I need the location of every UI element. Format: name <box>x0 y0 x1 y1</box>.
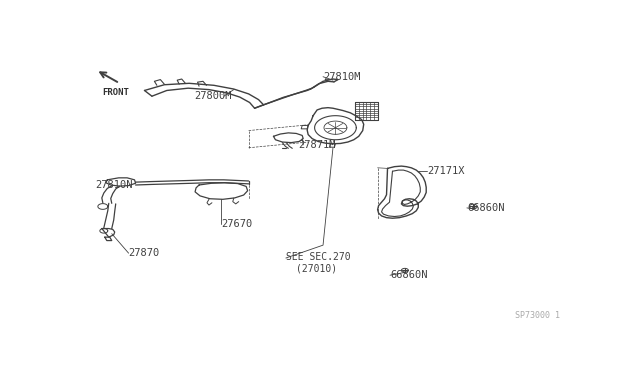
Text: 27171X: 27171X <box>428 166 465 176</box>
Text: FRONT: FRONT <box>102 87 129 97</box>
Text: 27670: 27670 <box>221 219 253 229</box>
Text: 66860N: 66860N <box>390 270 428 280</box>
Text: SP73000 1: SP73000 1 <box>515 311 560 320</box>
Text: (27010): (27010) <box>296 263 337 273</box>
Text: 27810M: 27810M <box>323 72 360 82</box>
Text: 27800M: 27800M <box>194 91 232 101</box>
Text: 27870: 27870 <box>129 248 160 258</box>
Text: 27871M: 27871M <box>298 140 336 150</box>
Text: 66860N: 66860N <box>467 203 504 213</box>
Text: SEE SEC.270: SEE SEC.270 <box>286 251 351 262</box>
Text: 27810N: 27810N <box>95 180 132 190</box>
